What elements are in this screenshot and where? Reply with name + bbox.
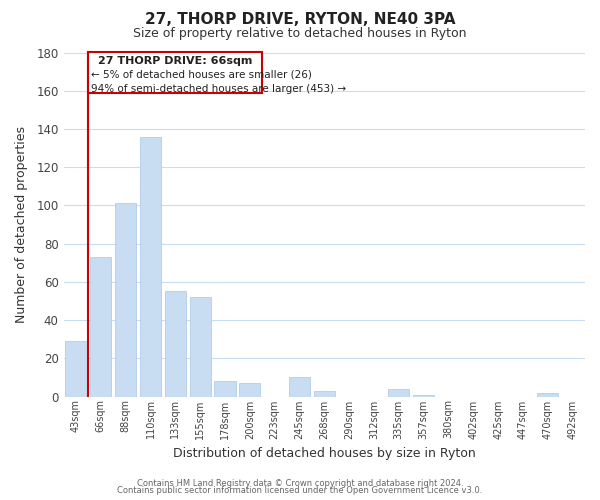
Text: 27, THORP DRIVE, RYTON, NE40 3PA: 27, THORP DRIVE, RYTON, NE40 3PA <box>145 12 455 28</box>
Bar <box>388 389 409 396</box>
Bar <box>413 394 434 396</box>
Text: ← 5% of detached houses are smaller (26): ← 5% of detached houses are smaller (26) <box>91 70 312 80</box>
Bar <box>289 378 310 396</box>
Y-axis label: Number of detached properties: Number of detached properties <box>15 126 28 323</box>
X-axis label: Distribution of detached houses by size in Ryton: Distribution of detached houses by size … <box>173 447 476 460</box>
Bar <box>115 204 136 396</box>
Bar <box>537 392 559 396</box>
Text: Contains public sector information licensed under the Open Government Licence v3: Contains public sector information licen… <box>118 486 482 495</box>
Bar <box>190 297 211 396</box>
Text: 27 THORP DRIVE: 66sqm: 27 THORP DRIVE: 66sqm <box>98 56 253 66</box>
Bar <box>214 381 236 396</box>
Text: Contains HM Land Registry data © Crown copyright and database right 2024.: Contains HM Land Registry data © Crown c… <box>137 478 463 488</box>
Bar <box>314 391 335 396</box>
Bar <box>140 136 161 396</box>
Bar <box>65 341 86 396</box>
Bar <box>239 383 260 396</box>
Text: Size of property relative to detached houses in Ryton: Size of property relative to detached ho… <box>133 28 467 40</box>
Bar <box>90 257 112 396</box>
Bar <box>165 292 186 397</box>
Bar <box>88 52 262 92</box>
Text: 94% of semi-detached houses are larger (453) →: 94% of semi-detached houses are larger (… <box>91 84 346 94</box>
